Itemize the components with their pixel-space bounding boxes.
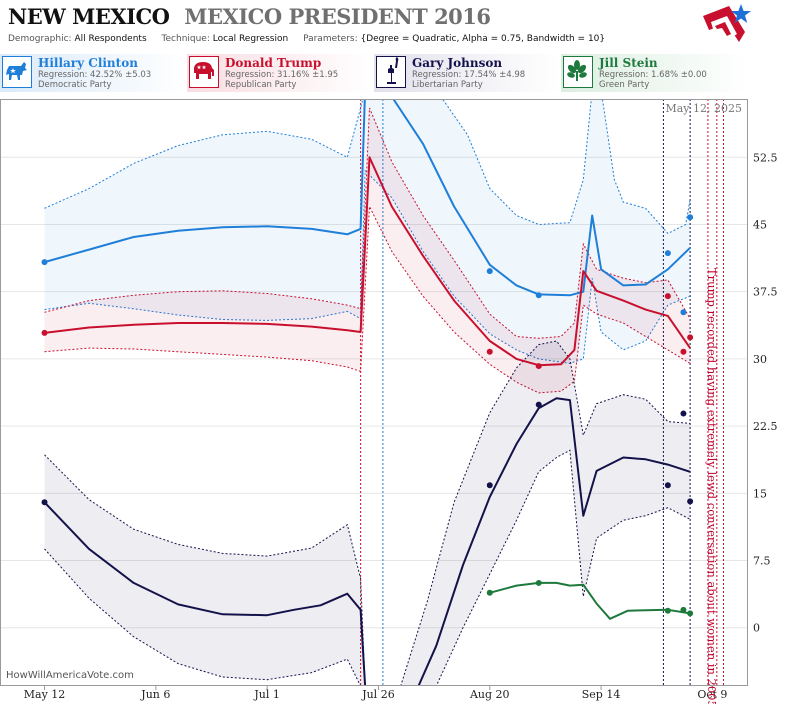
y-tick-label: 45 — [753, 218, 767, 231]
regression-line — [43, 397, 691, 686]
poll-point — [535, 363, 542, 370]
candidate-party: Republican Party — [225, 80, 297, 90]
poll-point — [664, 250, 671, 257]
poll-point — [687, 334, 694, 341]
regression-chart: May 12 Jun 6 Jul 1 Jul 26 Aug 20 Sep 14 Oct 9 … — [0, 99, 778, 704]
poll-point — [486, 268, 493, 275]
x-tick-label: Sep 14 — [582, 688, 621, 701]
plot-frame — [0, 99, 748, 686]
poll-point — [664, 293, 671, 300]
poll-point — [664, 607, 671, 614]
poll-point — [535, 579, 542, 586]
upper-bound-line — [44, 107, 691, 339]
y-tick-label: 7.5 — [753, 555, 771, 568]
confidence-band — [44, 341, 691, 686]
poll-point — [664, 482, 671, 489]
legend-item-stein: Jill Stein Regression: 1.68% ±0.00 Green… — [561, 54, 747, 92]
lower-bound-line — [44, 449, 691, 686]
lower-bound-line — [44, 169, 691, 364]
event-annotation: Trump recorded having extremely lewd con… — [705, 268, 719, 704]
poll-point — [486, 348, 493, 355]
candidate-name: Donald Trump — [225, 56, 322, 70]
candidate-regression: Regression: 17.54% ±4.98 — [412, 70, 526, 80]
poll-point — [680, 348, 687, 355]
x-tick-label: Jun 6 — [140, 688, 170, 701]
legend-item-clinton: Hillary Clinton Regression: 42.52% ±5.03… — [0, 54, 186, 92]
x-tick-label: Oct 9 — [697, 688, 727, 701]
candidate-name: Gary Johnson — [412, 56, 503, 70]
chart-title: NEW MEXICO MEXICO PRESIDENT 2016 — [8, 4, 491, 29]
site-logo-icon — [703, 4, 751, 42]
x-tick-label: May 12 — [24, 688, 66, 701]
poll-point — [41, 499, 48, 506]
technique-label: Technique: — [161, 34, 210, 44]
candidate-party: Libertarian Party — [412, 80, 483, 90]
confidence-band — [44, 99, 691, 364]
donkey-icon — [2, 56, 32, 88]
poll-point — [687, 610, 694, 617]
leaf-icon — [563, 56, 593, 88]
legend-item-johnson: Gary Johnson Regression: 17.54% ±4.98 Li… — [374, 54, 560, 92]
confidence-band — [44, 108, 691, 393]
regression-line — [44, 156, 691, 367]
poll-point — [535, 292, 542, 299]
regression-line — [44, 99, 691, 297]
candidate-regression: Regression: 1.68% ±0.00 — [599, 70, 707, 80]
lower-bound-line — [44, 204, 691, 394]
parameters-label: Parameters: — [303, 34, 358, 44]
poll-point — [486, 589, 493, 596]
y-tick-label: 22.5 — [753, 420, 778, 433]
demographic-value: All Respondents — [74, 34, 147, 44]
poll-point — [41, 259, 48, 266]
candidate-regression: Regression: 31.16% ±1.95 — [225, 70, 339, 80]
x-tick-label: Aug 20 — [469, 688, 510, 701]
poll-point — [486, 482, 493, 489]
candidate-name: Jill Stein — [599, 56, 658, 70]
y-tick-label: 37.5 — [753, 286, 778, 299]
candidate-name: Hillary Clinton — [38, 56, 138, 70]
candidate-party: Green Party — [599, 80, 650, 90]
y-tick-label: 15 — [753, 487, 767, 500]
candidate-regression: Regression: 42.52% ±5.03 — [38, 70, 152, 80]
poll-point — [680, 606, 687, 613]
x-tick-label: Jul 1 — [253, 688, 280, 701]
technique-value: Local Regression — [212, 34, 289, 44]
y-tick-label: 52.5 — [753, 151, 778, 164]
candidate-party: Democratic Party — [38, 80, 112, 90]
race-name: MEXICO PRESIDENT 2016 — [184, 4, 491, 29]
upper-bound-line — [44, 340, 691, 686]
poll-point — [41, 329, 48, 336]
demographic-label: Demographic: — [8, 34, 72, 44]
upper-bound-line — [44, 99, 691, 235]
regression-line — [489, 581, 691, 620]
header: NEW MEXICO MEXICO PRESIDENT 2016 Demogra… — [0, 0, 789, 52]
y-tick-label: 30 — [753, 353, 767, 366]
parameters-line: Demographic: All Respondents Technique: … — [8, 34, 617, 44]
poll-point — [687, 498, 694, 505]
poll-point — [687, 214, 694, 221]
x-tick-label: Jul 26 — [361, 688, 395, 701]
poll-point — [680, 309, 687, 316]
state-name: NEW MEXICO — [8, 4, 170, 29]
y-tick-label: 0 — [753, 622, 760, 635]
candidate-legend: Hillary Clinton Regression: 42.52% ±5.03… — [0, 54, 789, 92]
source-label: HowWillAmericaVote.com — [6, 670, 134, 681]
date-label: May 12, 2025 — [665, 102, 742, 115]
elephant-icon — [189, 56, 219, 88]
liberty-torch-icon — [376, 56, 406, 88]
legend-item-trump: Donald Trump Regression: 31.16% ±1.95 Re… — [187, 54, 373, 92]
poll-point — [680, 410, 687, 417]
poll-point — [535, 401, 542, 408]
parameters-value: {Degree = Quadratic, Alpha = 0.75, Bandw… — [360, 34, 606, 44]
